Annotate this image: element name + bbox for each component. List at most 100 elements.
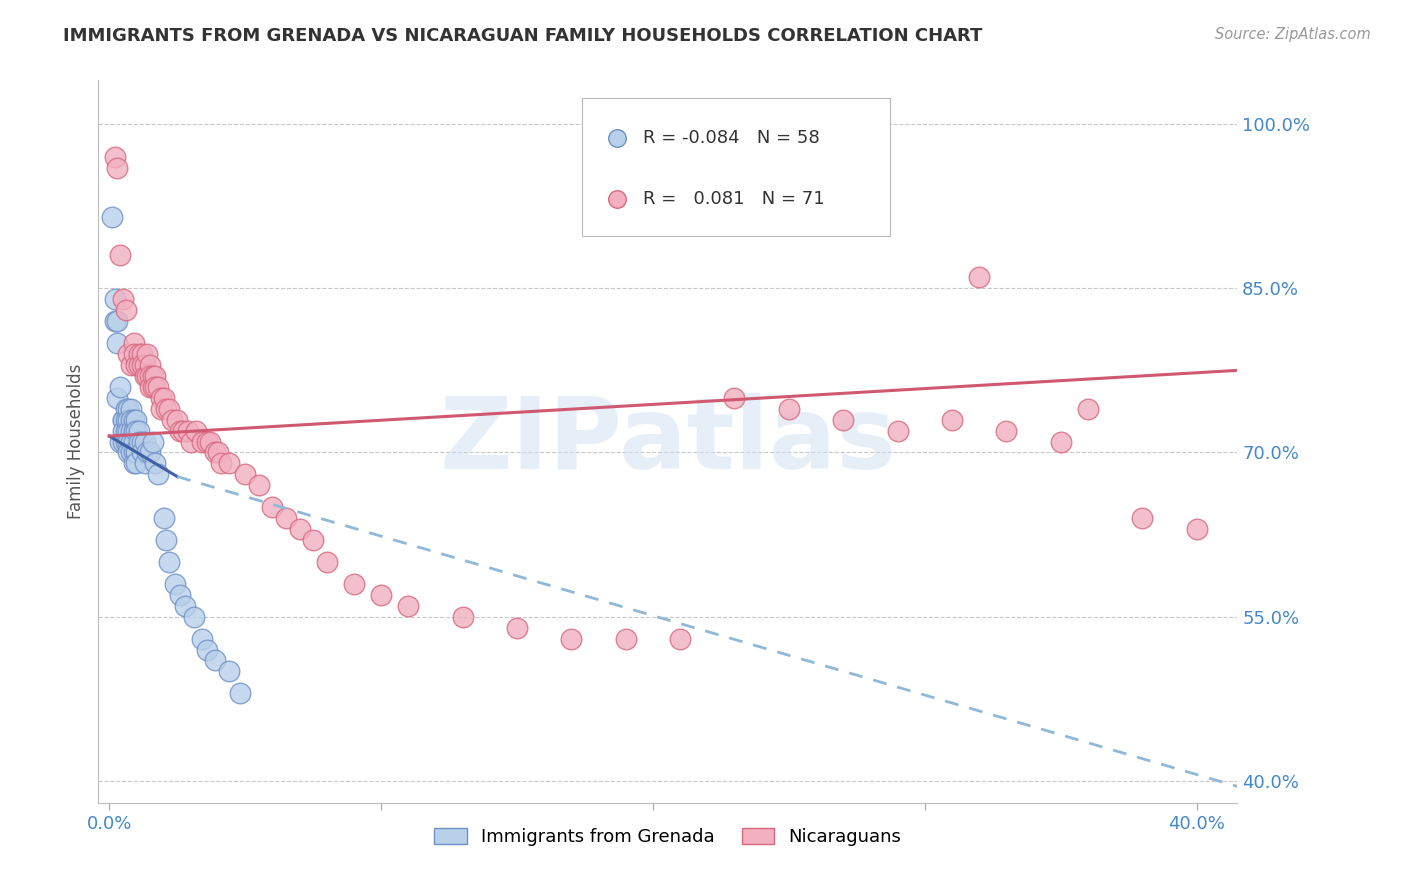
Point [139,368,162,383]
Point [1334,298,1357,312]
Point [183,609,205,624]
Legend: Immigrants from Grenada, Nicaraguans: Immigrants from Grenada, Nicaraguans [425,819,911,855]
Point [139,380,162,394]
Point [128,347,150,361]
Point [117,445,139,459]
Point [120,445,142,459]
Point [506,621,529,635]
Point [134,434,156,449]
Point [148,467,170,482]
Point [614,632,637,646]
Point [107,336,129,351]
Point [247,478,270,492]
Point [120,434,142,449]
Point [669,632,692,646]
Point [142,380,165,394]
Point [136,347,159,361]
Point [195,642,218,657]
Point [180,434,202,449]
Point [204,445,226,459]
Point [177,424,200,438]
Point [111,434,134,449]
Point [122,424,145,438]
Point [302,533,325,547]
Point [163,577,186,591]
Text: R = -0.084   N = 58: R = -0.084 N = 58 [643,129,820,147]
Point [145,368,167,383]
Point [136,445,159,459]
Point [778,401,800,416]
Point [128,358,150,372]
Point [370,588,392,602]
Point [104,150,127,164]
Point [131,358,153,372]
Point [995,424,1018,438]
Point [125,445,148,459]
Point [114,424,136,438]
Point [125,457,148,471]
Point [207,445,229,459]
Point [114,412,136,426]
Point [107,314,129,328]
Point [114,401,136,416]
Point [233,467,256,482]
Point [108,248,131,262]
Point [560,632,582,646]
Point [122,445,145,459]
Point [190,632,212,646]
Point [832,412,855,426]
Point [120,412,142,426]
Point [155,533,177,547]
Point [218,457,240,471]
Point [142,434,165,449]
Point [886,424,908,438]
Point [274,511,297,525]
Point [1334,205,1357,219]
Point [157,401,180,416]
Point [120,358,142,372]
Text: ZIPatlas: ZIPatlas [440,393,896,490]
Point [195,434,218,449]
Point [149,401,172,416]
Point [229,686,252,700]
Point [134,368,156,383]
Point [172,424,194,438]
Point [125,358,148,372]
Point [134,358,156,372]
Text: R =   0.081   N = 71: R = 0.081 N = 71 [643,191,824,209]
Point [117,424,139,438]
Point [122,434,145,449]
Point [125,424,148,438]
Point [1049,434,1071,449]
Point [111,424,134,438]
Point [218,665,240,679]
Point [186,424,208,438]
Point [111,412,134,426]
Point [131,434,153,449]
Point [145,457,167,471]
Point [288,522,311,536]
Point [108,380,131,394]
Point [107,391,129,405]
Point [149,391,172,405]
Point [104,292,127,306]
Point [128,424,150,438]
Point [145,380,167,394]
Point [209,457,232,471]
Point [169,424,191,438]
Point [131,445,153,459]
Point [117,347,139,361]
Point [134,457,156,471]
Point [451,609,474,624]
Point [122,336,145,351]
Point [136,368,159,383]
Point [117,412,139,426]
Point [131,347,153,361]
Point [101,210,124,224]
Text: Source: ZipAtlas.com: Source: ZipAtlas.com [1215,27,1371,42]
Point [204,653,226,667]
Point [139,358,162,372]
Point [107,161,129,175]
Point [139,445,162,459]
Point [117,401,139,416]
